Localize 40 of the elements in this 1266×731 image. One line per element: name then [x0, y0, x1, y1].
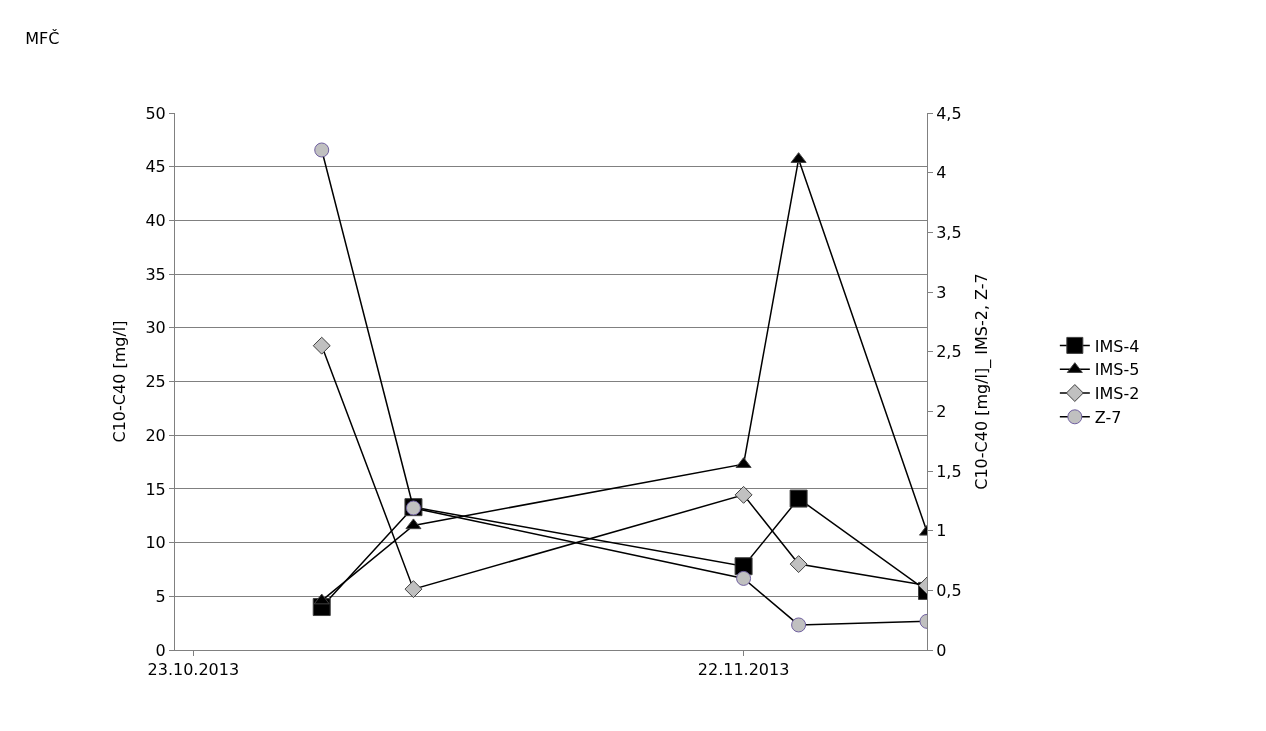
y2-tick-label: 4,5	[936, 103, 962, 123]
y2-tick-label: 3,5	[936, 222, 962, 242]
legend-label: IMS-4	[1094, 336, 1140, 356]
y-tick-label: 10	[145, 533, 166, 553]
y-axis-title: C10-C40 [mg/l]	[110, 320, 130, 443]
legend-label: IMS-2	[1094, 384, 1140, 404]
point	[736, 570, 752, 586]
y2-tick-label: 1,5	[936, 461, 962, 481]
y-tick-label: 25	[145, 372, 166, 392]
legend-label: Z-7	[1094, 408, 1122, 428]
point	[789, 555, 808, 574]
y-tick-label: 45	[145, 157, 166, 177]
y-tick-label: 30	[145, 318, 166, 338]
y2-tick-label: 3	[936, 282, 947, 302]
y2-tick-label: 0,5	[936, 580, 962, 600]
y2-tick-label: 4	[936, 163, 947, 183]
point	[734, 485, 753, 504]
text: MFČ	[25, 29, 60, 49]
point	[313, 593, 330, 605]
y-tick-label: 35	[145, 264, 166, 284]
y2-tick-label: 0	[936, 640, 947, 660]
y-tick-label: 20	[145, 425, 166, 445]
point	[404, 580, 423, 599]
y-tick-label: 15	[145, 479, 166, 499]
point	[312, 336, 331, 355]
point	[405, 518, 422, 530]
point	[791, 617, 807, 633]
y-tick-label: 40	[145, 211, 166, 230]
y-tick-label: 5	[155, 586, 166, 606]
y-tick-label: 50	[145, 103, 166, 123]
y2-axis-title: C10-C40 [mg/l]_ IMS-2, Z-7	[972, 273, 993, 490]
legend-label: IMS-5	[1094, 360, 1140, 380]
y2-tick-label: 2	[936, 401, 947, 421]
x-tick-label: 23.10.2013	[147, 660, 240, 680]
x-tick-label: 22.11.2013	[697, 660, 790, 680]
y-tick-label: 0	[155, 640, 166, 660]
y2-tick-label: 2,5	[936, 342, 962, 362]
y2-tick-label: 1	[936, 521, 947, 541]
point	[314, 142, 330, 158]
point	[789, 489, 808, 508]
